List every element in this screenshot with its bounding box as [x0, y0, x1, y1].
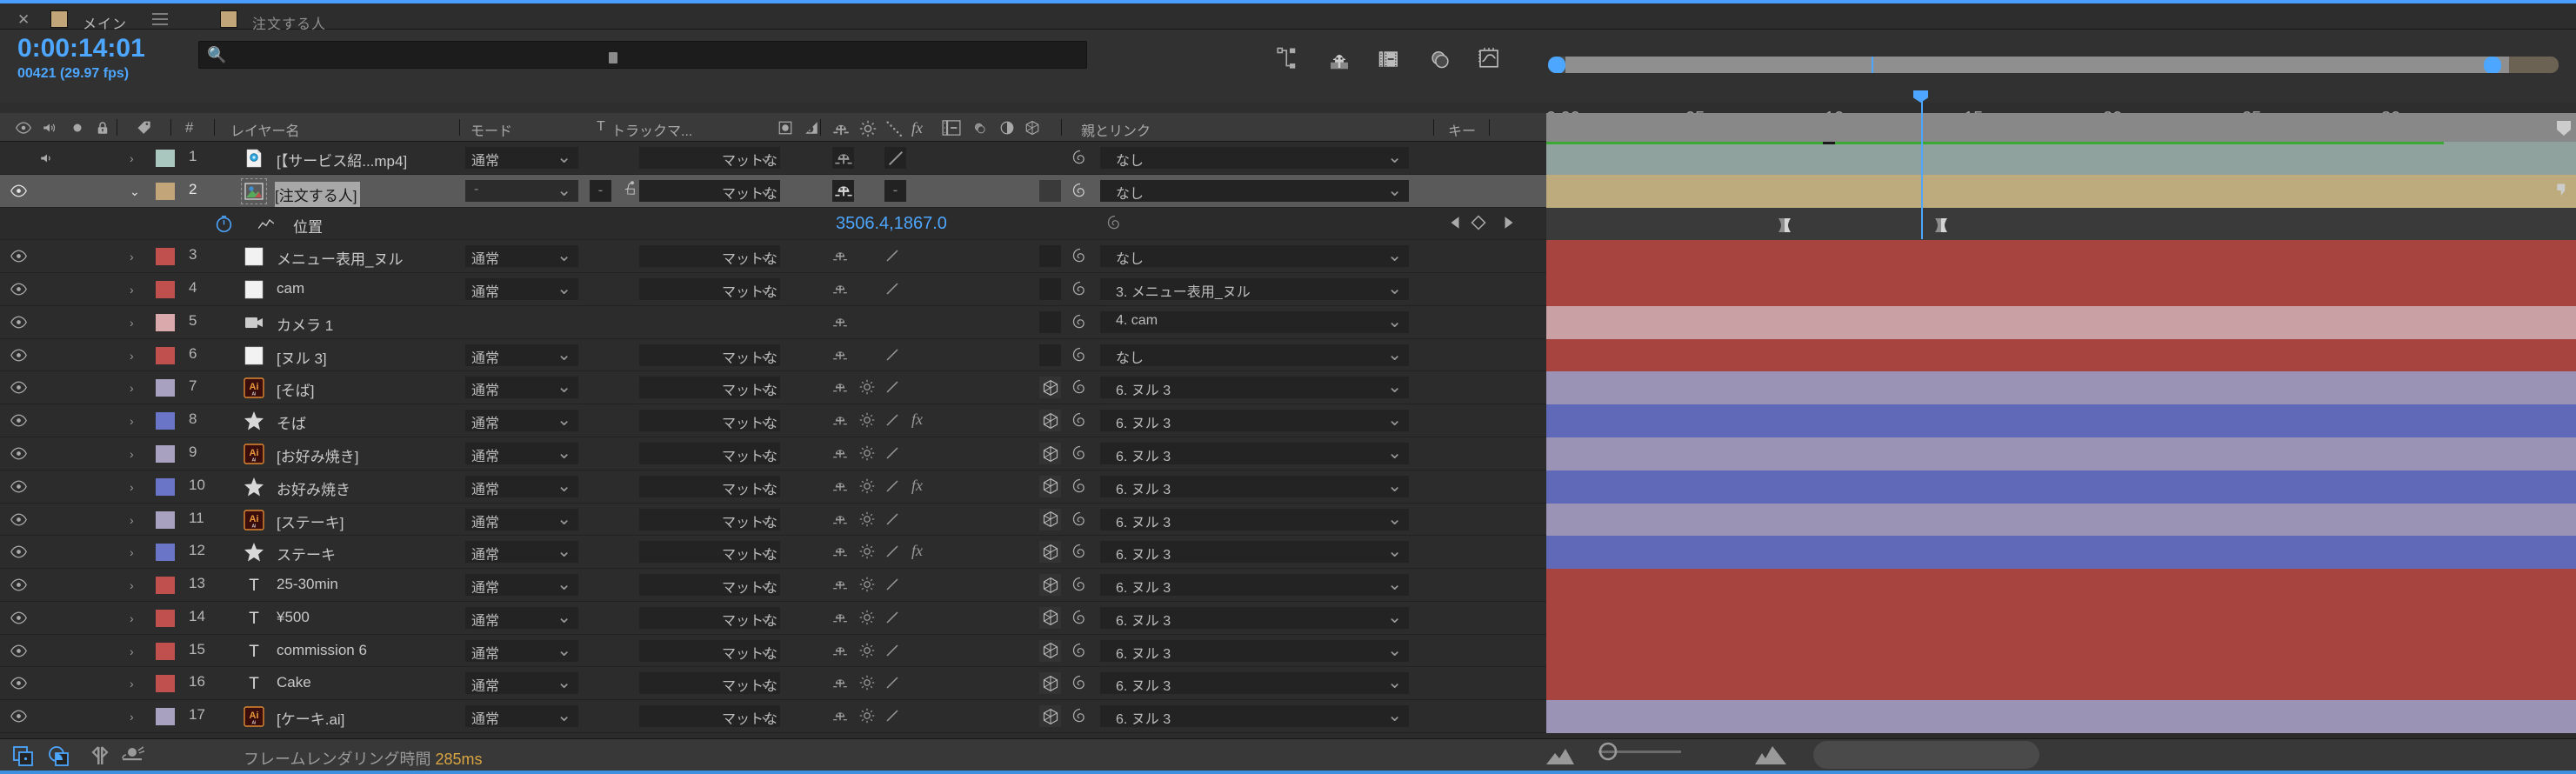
svg-text:AI: AI: [252, 524, 257, 529]
svg-text:T: T: [249, 675, 259, 693]
svg-text:AI: AI: [252, 458, 257, 464]
svg-text:AI: AI: [252, 721, 257, 726]
svg-text:T: T: [249, 643, 259, 661]
svg-text:Ai: Ai: [250, 514, 259, 524]
svg-text:AI: AI: [252, 392, 257, 397]
svg-text:Ai: Ai: [250, 448, 259, 458]
svg-text:Ai: Ai: [250, 382, 259, 392]
svg-text:T: T: [249, 577, 259, 595]
svg-text:T: T: [249, 610, 259, 628]
svg-text:Ai: Ai: [250, 711, 259, 721]
